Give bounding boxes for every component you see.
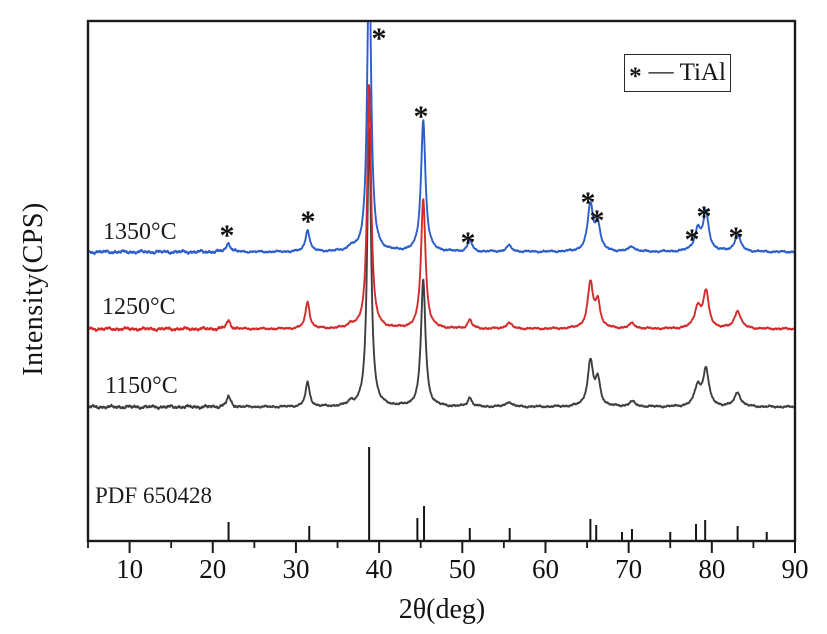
peak-asterisk-marker: * [590,204,605,237]
y-axis-label: Intensity(CPS) [18,202,49,376]
peak-asterisk-marker: * [220,219,235,252]
series-label-1150: 1150°C [105,373,178,399]
plot-frame [86,19,797,543]
x-axis-label: 2θ(deg) [398,594,486,625]
x-tick-label: 60 [531,554,559,584]
x-tick-label: 50 [448,554,476,584]
legend-phase-label: TiAl [679,59,726,86]
series-label-1350: 1350°C [103,219,177,245]
peak-asterisk-marker: * [697,200,712,233]
x-tick-label: 90 [781,554,809,584]
peak-asterisk-marker: * [729,221,744,254]
x-tick-label: 30 [282,554,310,584]
x-tick-label: 80 [698,554,726,584]
peak-asterisk-marker: * [301,205,316,238]
x-tick-label: 10 [116,554,144,584]
legend-box: * — TiAl [624,54,731,92]
xrd-trace-1250 [89,83,794,333]
legend-line-sample: — [648,57,674,85]
reference-card-label: PDF 650428 [95,483,212,508]
xrd-trace-1150 [89,127,794,411]
peak-asterisk-marker: * [581,186,596,219]
peak-asterisk-marker: * [461,226,476,259]
xrd-trace-1350 [89,22,794,256]
series-label-1250: 1250°C [102,294,176,320]
peak-asterisk-marker: * [372,22,387,55]
legend-asterisk-symbol: * [629,62,642,90]
x-tick-label: 40 [365,554,393,584]
peak-asterisk-marker: * [685,223,700,256]
x-tick-label: 20 [199,554,227,584]
x-tick-label: 70 [615,554,643,584]
peak-asterisk-marker: * [414,100,429,133]
